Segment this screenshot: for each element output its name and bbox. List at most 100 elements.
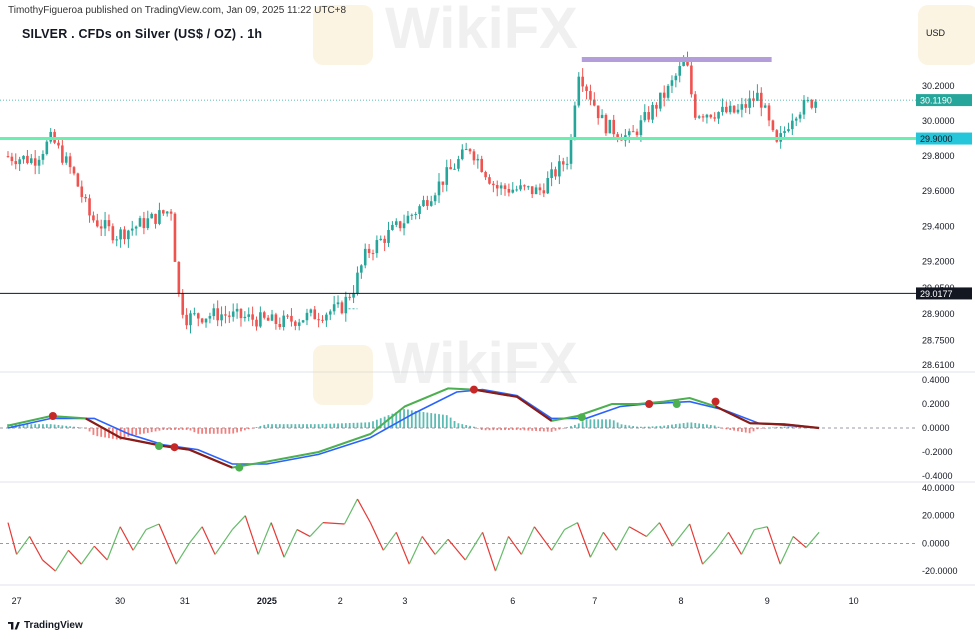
macd-histogram-bar xyxy=(278,424,281,428)
macd-histogram-bar xyxy=(232,428,235,434)
candle-body xyxy=(111,226,115,241)
macd-histogram-bar xyxy=(570,426,572,428)
macd-histogram-bar xyxy=(465,424,468,428)
time-axis-label: 27 xyxy=(12,596,22,606)
macd-histogram-bar xyxy=(558,428,561,430)
candle-body xyxy=(534,187,538,195)
macd-histogram-bar xyxy=(53,424,56,428)
macd-axis-tick: -0.2000 xyxy=(922,447,953,457)
macd-bearish-segment xyxy=(85,417,233,469)
macd-histogram-bar xyxy=(302,424,304,428)
macd-histogram-bar xyxy=(740,428,743,432)
macd-histogram-bar xyxy=(721,428,724,429)
momentum-segment xyxy=(727,532,742,555)
macd-histogram-bar xyxy=(535,428,537,431)
candle-body xyxy=(748,98,751,108)
momentum-segment xyxy=(689,523,704,565)
macd-histogram-bar xyxy=(686,422,689,428)
momentum-segment xyxy=(106,526,121,561)
momentum-segment xyxy=(175,543,190,565)
candle-body xyxy=(305,312,309,321)
macd-histogram-bar xyxy=(803,427,805,428)
time-axis-label: 9 xyxy=(765,596,770,606)
macd-histogram-bar xyxy=(469,425,471,428)
candle-body xyxy=(651,104,654,120)
candle-body xyxy=(290,315,293,322)
macd-histogram-bar xyxy=(674,424,677,428)
macd-histogram-bar xyxy=(519,428,522,431)
macd-histogram-bar xyxy=(356,422,359,428)
candle-body xyxy=(356,272,359,294)
candle-body xyxy=(468,149,472,152)
support-price-tag xyxy=(916,132,972,145)
macd-axis-tick: -0.4000 xyxy=(922,471,953,481)
cross-markers xyxy=(48,385,720,472)
macd-histogram-bar xyxy=(298,424,301,428)
macd-histogram-bar xyxy=(162,428,165,430)
candle-body xyxy=(394,221,398,225)
macd-histogram-bar xyxy=(61,425,64,428)
macd-histogram-bar xyxy=(764,428,767,429)
macd-histogram-bar xyxy=(329,423,332,428)
momentum-segment xyxy=(754,526,768,531)
momentum-segment xyxy=(551,529,566,551)
momentum-segment xyxy=(356,498,371,523)
candle-body xyxy=(546,178,550,194)
candle-body xyxy=(220,314,223,321)
macd-histogram-bar xyxy=(115,428,118,440)
candle-body xyxy=(631,131,635,133)
candle-body xyxy=(266,317,270,321)
candle-body xyxy=(569,137,573,164)
momentum-segment xyxy=(646,522,660,537)
candle-body xyxy=(45,141,49,154)
candle-body xyxy=(596,105,600,119)
candle-body xyxy=(736,109,740,113)
macd-histogram-bar xyxy=(663,425,666,428)
candle-body xyxy=(709,114,713,118)
time-axis-label: 8 xyxy=(679,596,684,606)
tradingview-logo[interactable]: TradingView xyxy=(8,620,83,631)
macd-histogram-bar xyxy=(286,424,289,428)
y-axis-labels: 30.2000 30.0000 29.8000 29.6000 29.4000 29.20… xyxy=(922,81,958,576)
momentum-segment xyxy=(296,529,311,537)
candle-body xyxy=(231,311,235,317)
momentum-segment xyxy=(671,523,691,547)
time-axis-label: 2 xyxy=(338,596,343,606)
macd-histogram-bar xyxy=(88,428,91,432)
macd-histogram-bar xyxy=(659,425,662,428)
momentum-segment xyxy=(7,522,18,555)
macd-histogram-bar xyxy=(562,428,565,429)
candle-body xyxy=(538,187,542,191)
macd-histogram-bar xyxy=(177,428,180,430)
candle-body xyxy=(224,314,227,316)
macd-histogram-bar xyxy=(197,428,200,434)
macd-histogram-bar xyxy=(612,420,615,428)
macd-histogram-bar xyxy=(150,428,153,433)
momentum-segment xyxy=(408,536,423,565)
macd-histogram-bar xyxy=(585,419,588,428)
candle-body xyxy=(107,220,111,227)
macd-histogram-bar xyxy=(375,419,378,428)
candle-body xyxy=(670,80,674,86)
candle-body xyxy=(608,119,612,134)
candle-body xyxy=(406,215,410,224)
macd-histogram-bar xyxy=(391,413,394,428)
macd-histogram-bar xyxy=(220,428,223,434)
macd-histogram-bar xyxy=(259,425,262,428)
macd-histogram-bar xyxy=(348,423,351,428)
candle-body xyxy=(379,238,383,241)
chart-title[interactable]: SILVER . CFDs on Silver (US$ / OZ) . 1h xyxy=(22,27,263,41)
tradingview-brand: TradingView xyxy=(24,620,83,631)
current-price-label: 30.1190 xyxy=(920,96,952,106)
candle-body xyxy=(643,112,647,121)
macd-histogram-bar xyxy=(461,424,464,428)
momentum-axis-tick: 20.0000 xyxy=(922,511,955,521)
momentum-segment xyxy=(201,526,216,555)
candle-body xyxy=(297,322,301,326)
candle-body xyxy=(134,226,138,229)
momentum-segment xyxy=(805,531,820,548)
macd-histogram-bar xyxy=(236,428,238,433)
candle-body xyxy=(581,76,584,87)
candle-body xyxy=(309,309,313,313)
candle-body xyxy=(814,101,817,108)
